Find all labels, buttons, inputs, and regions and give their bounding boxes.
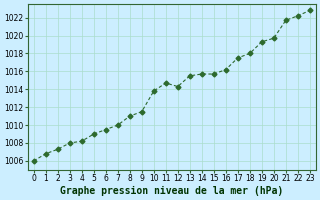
X-axis label: Graphe pression niveau de la mer (hPa): Graphe pression niveau de la mer (hPa)	[60, 186, 284, 196]
